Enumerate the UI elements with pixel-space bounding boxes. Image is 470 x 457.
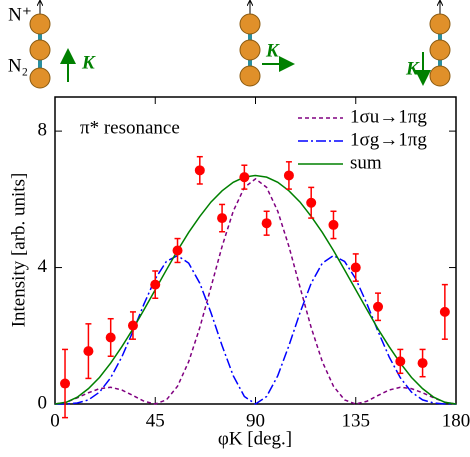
data-point — [373, 301, 384, 312]
curve — [54, 174, 457, 405]
data-point — [328, 219, 339, 230]
data-point — [127, 320, 138, 331]
y-tick-label: 8 — [38, 119, 48, 140]
ion-label: N⁺ — [8, 4, 32, 25]
x-tick-label: 90 — [246, 410, 265, 431]
data-point — [105, 332, 116, 343]
molecule-label: N₂ — [8, 55, 28, 76]
data-point — [261, 218, 272, 229]
atom — [239, 13, 261, 35]
data-point — [350, 262, 361, 273]
data-point — [60, 378, 71, 389]
x-axis-label: φK [deg.] — [218, 428, 292, 449]
y-axis-label: Intensity [arb. units] — [8, 173, 29, 328]
k-label: K — [405, 58, 420, 79]
k-label: K — [265, 40, 280, 61]
icon-middle: K — [239, 1, 295, 87]
x-tick-label: 135 — [342, 410, 371, 431]
data-point — [439, 306, 450, 317]
icon-right: K — [405, 1, 451, 87]
data-point — [306, 197, 317, 208]
atom — [429, 39, 451, 61]
molecule-icons: N⁺ N₂ K K K — [8, 1, 451, 89]
k-label: K — [81, 52, 96, 73]
icon-left: N⁺ N₂ K — [8, 1, 96, 89]
atom — [239, 65, 261, 87]
data-point — [150, 279, 161, 290]
atom — [29, 67, 51, 89]
annotation: π* resonance — [80, 117, 180, 138]
data-point — [417, 358, 428, 369]
curve — [55, 254, 456, 405]
data-point — [83, 346, 94, 357]
data-point — [217, 213, 228, 224]
data-point — [172, 245, 183, 256]
data-point — [395, 356, 406, 367]
atom — [429, 65, 451, 87]
x-tick-label: 180 — [442, 410, 470, 431]
x-tick-label: 45 — [146, 410, 165, 431]
y-tick-label: 4 — [38, 256, 48, 277]
atom — [29, 39, 51, 61]
atom — [239, 39, 261, 61]
atom — [429, 13, 451, 35]
data-point — [239, 172, 250, 183]
legend-label: 1σg→1πg — [350, 129, 427, 150]
curve — [54, 177, 457, 405]
y-tick-label: 0 — [38, 392, 48, 413]
atom — [29, 13, 51, 35]
x-tick-label: 0 — [50, 410, 60, 431]
data-point — [283, 170, 294, 181]
data-point — [194, 165, 205, 176]
legend-label: sum — [350, 152, 382, 173]
legend-label: 1σu→1πg — [350, 106, 427, 127]
